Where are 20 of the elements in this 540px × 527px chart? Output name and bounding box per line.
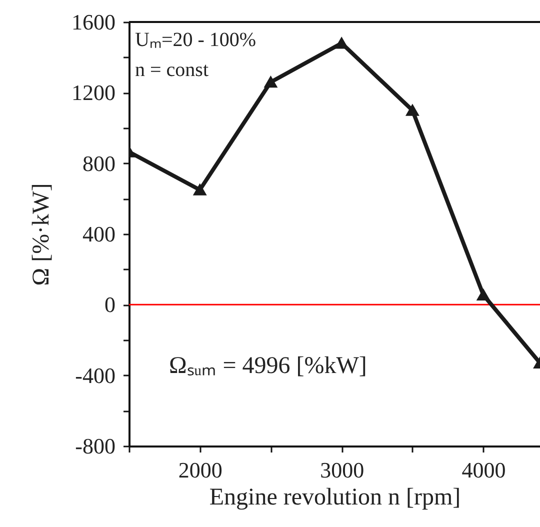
annotation: Ωₛᵤₘ = 4996 [%kW] [169,353,367,379]
annotation: Uₘ=20 - 100% [135,29,256,51]
point [194,184,206,196]
point [335,38,348,49]
y-tick-label: -800 [75,434,116,458]
x-tick-label: 4000 [462,458,506,482]
y-tick-label: 1200 [72,80,116,106]
annotation: n = const [135,59,209,81]
point [406,104,419,116]
y-axis-title: Ω [%·kW] [28,183,54,286]
y-tick-label: 400 [82,222,116,246]
point [477,289,490,300]
point [264,76,277,88]
y-tick-label: 800 [82,150,116,176]
y-tick-label: 0 [104,292,116,318]
y-tick-label: 1600 [72,10,116,34]
x-tick-label: 3000 [320,458,364,482]
y-tick-label: -400 [75,362,116,388]
x-tick-label: 2000 [178,458,222,482]
x-axis-title: Engine revolution n [rpm] [209,484,461,510]
